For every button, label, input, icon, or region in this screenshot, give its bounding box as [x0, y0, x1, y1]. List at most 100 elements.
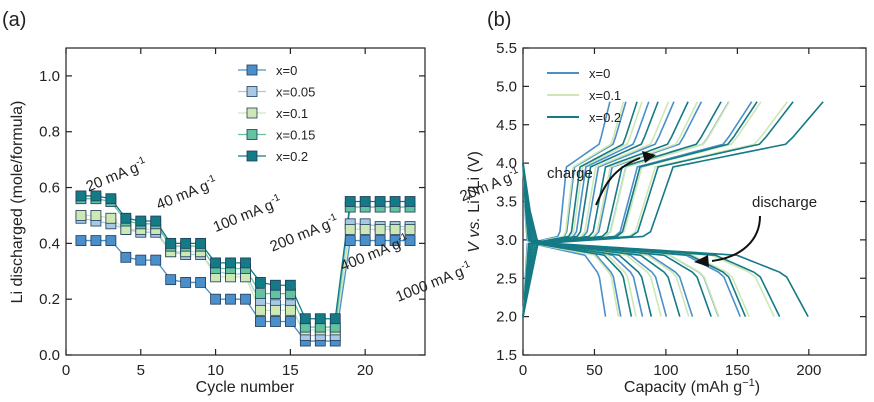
data-point-a: [255, 304, 266, 316]
legend-marker-a: [246, 107, 258, 119]
data-point-a: [284, 304, 296, 316]
plot-frame-a: [65, 47, 426, 356]
axis-ticks-a: 0 5 10 15 20 0.0 0.2 0.4 0.6 0.8 1.0: [39, 48, 425, 379]
charge-curve: [522, 101, 638, 317]
legend-marker-a: [246, 150, 258, 162]
x-tick-label-a: 15: [282, 362, 299, 379]
data-point-a: [75, 190, 87, 202]
annotation-discharge: discharge: [752, 194, 817, 211]
y-tick-label-b: 4.5: [496, 117, 517, 134]
charge-curve: [522, 101, 670, 317]
x-tick-label-a: 5: [137, 362, 145, 379]
x-tick-label-a: 20: [357, 362, 374, 379]
rate-annotation: 40 mA g-1: [153, 173, 219, 214]
y-tick-label-a: 0.6: [39, 180, 60, 197]
data-point-a: [165, 274, 177, 286]
annotation-charge: charge: [547, 165, 593, 182]
data-point-a: [225, 257, 236, 269]
y-axis-title-a: Li discharged (mole/formula): [9, 101, 26, 304]
data-point-a: [404, 224, 416, 235]
discharge-arrow: [711, 215, 761, 262]
legend-label-a: x=0.2: [276, 149, 308, 164]
y-tick-label-b: 3.0: [496, 232, 517, 249]
charge-curve: [522, 101, 758, 317]
x-tick-label-a: 10: [207, 362, 224, 379]
legend-marker-a: [246, 64, 258, 76]
data-point-a: [270, 304, 281, 316]
y-tick-label-b: 4.0: [496, 155, 517, 172]
rate-annotation: 20 mA g-1: [83, 155, 149, 196]
legend-label-a: x=0.1: [276, 106, 308, 121]
data-point-a: [195, 277, 207, 288]
data-point-a: [374, 235, 386, 246]
data-point-a: [284, 279, 296, 291]
legend-label-a: x=0: [276, 63, 297, 78]
data-point-a: [329, 313, 341, 325]
legend-label-a: x=0.05: [276, 85, 315, 100]
data-point-a: [255, 277, 266, 288]
y-tick-label-b: 2.0: [496, 309, 517, 326]
x-tick-label-a: 0: [62, 362, 70, 379]
axis-ticks-b: 0 50 100 150 200 1.5 2.0 2.5 3.0 3.5 4.0 4.5 5.0 5.5: [496, 40, 866, 379]
y-tick-label-b: 3.5: [496, 194, 517, 211]
data-point-a: [150, 215, 162, 227]
data-point-a: [389, 224, 401, 235]
charge-arrowhead: [642, 151, 656, 163]
data-point-a: [240, 293, 251, 305]
rate-annotation: 200 mA g-1: [267, 212, 341, 256]
y-tick-label-a: 0.4: [39, 235, 60, 252]
data-point-a: [299, 313, 311, 325]
data-point-a: [270, 316, 281, 327]
charge-curve: [522, 101, 722, 317]
y-tick-label-b: 1.5: [496, 347, 517, 364]
legend-b: x=0 x=0.1 x=0.2: [547, 66, 621, 125]
data-point-a: [210, 257, 221, 269]
series-group-a: [75, 190, 416, 347]
charge-curve: [522, 101, 699, 317]
data-point-a: [240, 257, 251, 269]
y-tick-label-b: 2.5: [496, 270, 517, 287]
data-point-a: [105, 212, 117, 224]
charge-curve: [522, 101, 675, 317]
data-point-a: [90, 235, 102, 246]
x-tick-label-b: 50: [586, 362, 603, 379]
data-point-a: [90, 210, 102, 221]
discharge-curve: [522, 163, 633, 317]
legend-label-a: x=0.15: [276, 128, 315, 143]
y-tick-label-a: 0.8: [39, 124, 60, 141]
data-point-a: [374, 224, 386, 235]
series-group-b: [522, 101, 824, 318]
x-tick-label-b: 0: [519, 362, 527, 379]
data-point-a: [135, 215, 147, 227]
legend-marker-a: [246, 86, 258, 97]
panel-a: (a) 0 5 10 15 20 0.0 0.2 0.4 0.6 0.8 1.0 20 mA g-1…: [2, 9, 521, 396]
data-point-a: [314, 313, 326, 325]
x-axis-title-b: Capacity (mAh g−1): [624, 377, 760, 396]
data-point-a: [75, 235, 87, 246]
x-tick-label-b: 150: [725, 362, 750, 379]
panel-b: (b) 0 50 100 150 200 1.5 2.0 2.5 3.0 3.5 4.0 4.5 5.0…: [464, 9, 867, 396]
legend-label-b: x=0: [589, 66, 610, 81]
x-axis-title-a: Cycle number: [196, 379, 295, 396]
x-tick-label-b: 200: [796, 362, 821, 379]
data-point-a: [359, 224, 371, 235]
data-point-a: [195, 237, 207, 249]
data-point-a: [75, 210, 87, 221]
y-tick-label-a: 1.0: [39, 68, 60, 85]
y-axis-title-b: V vs. Li+/Li (V): [464, 151, 483, 253]
data-point-a: [105, 193, 117, 205]
data-point-a: [255, 316, 266, 327]
data-point-a: [389, 235, 401, 246]
charge-curve: [522, 101, 625, 317]
legend-label-b: x=0.1: [589, 88, 621, 103]
data-point-a: [255, 288, 266, 300]
data-point-a: [165, 237, 177, 249]
rate-annotation: 1000 mA g-1: [393, 259, 475, 306]
data-point-a: [105, 235, 117, 246]
x-tick-label-b: 100: [653, 362, 678, 379]
y-tick-label-b: 5.5: [496, 40, 517, 57]
data-point-a: [210, 293, 221, 305]
data-point-a: [135, 254, 147, 266]
